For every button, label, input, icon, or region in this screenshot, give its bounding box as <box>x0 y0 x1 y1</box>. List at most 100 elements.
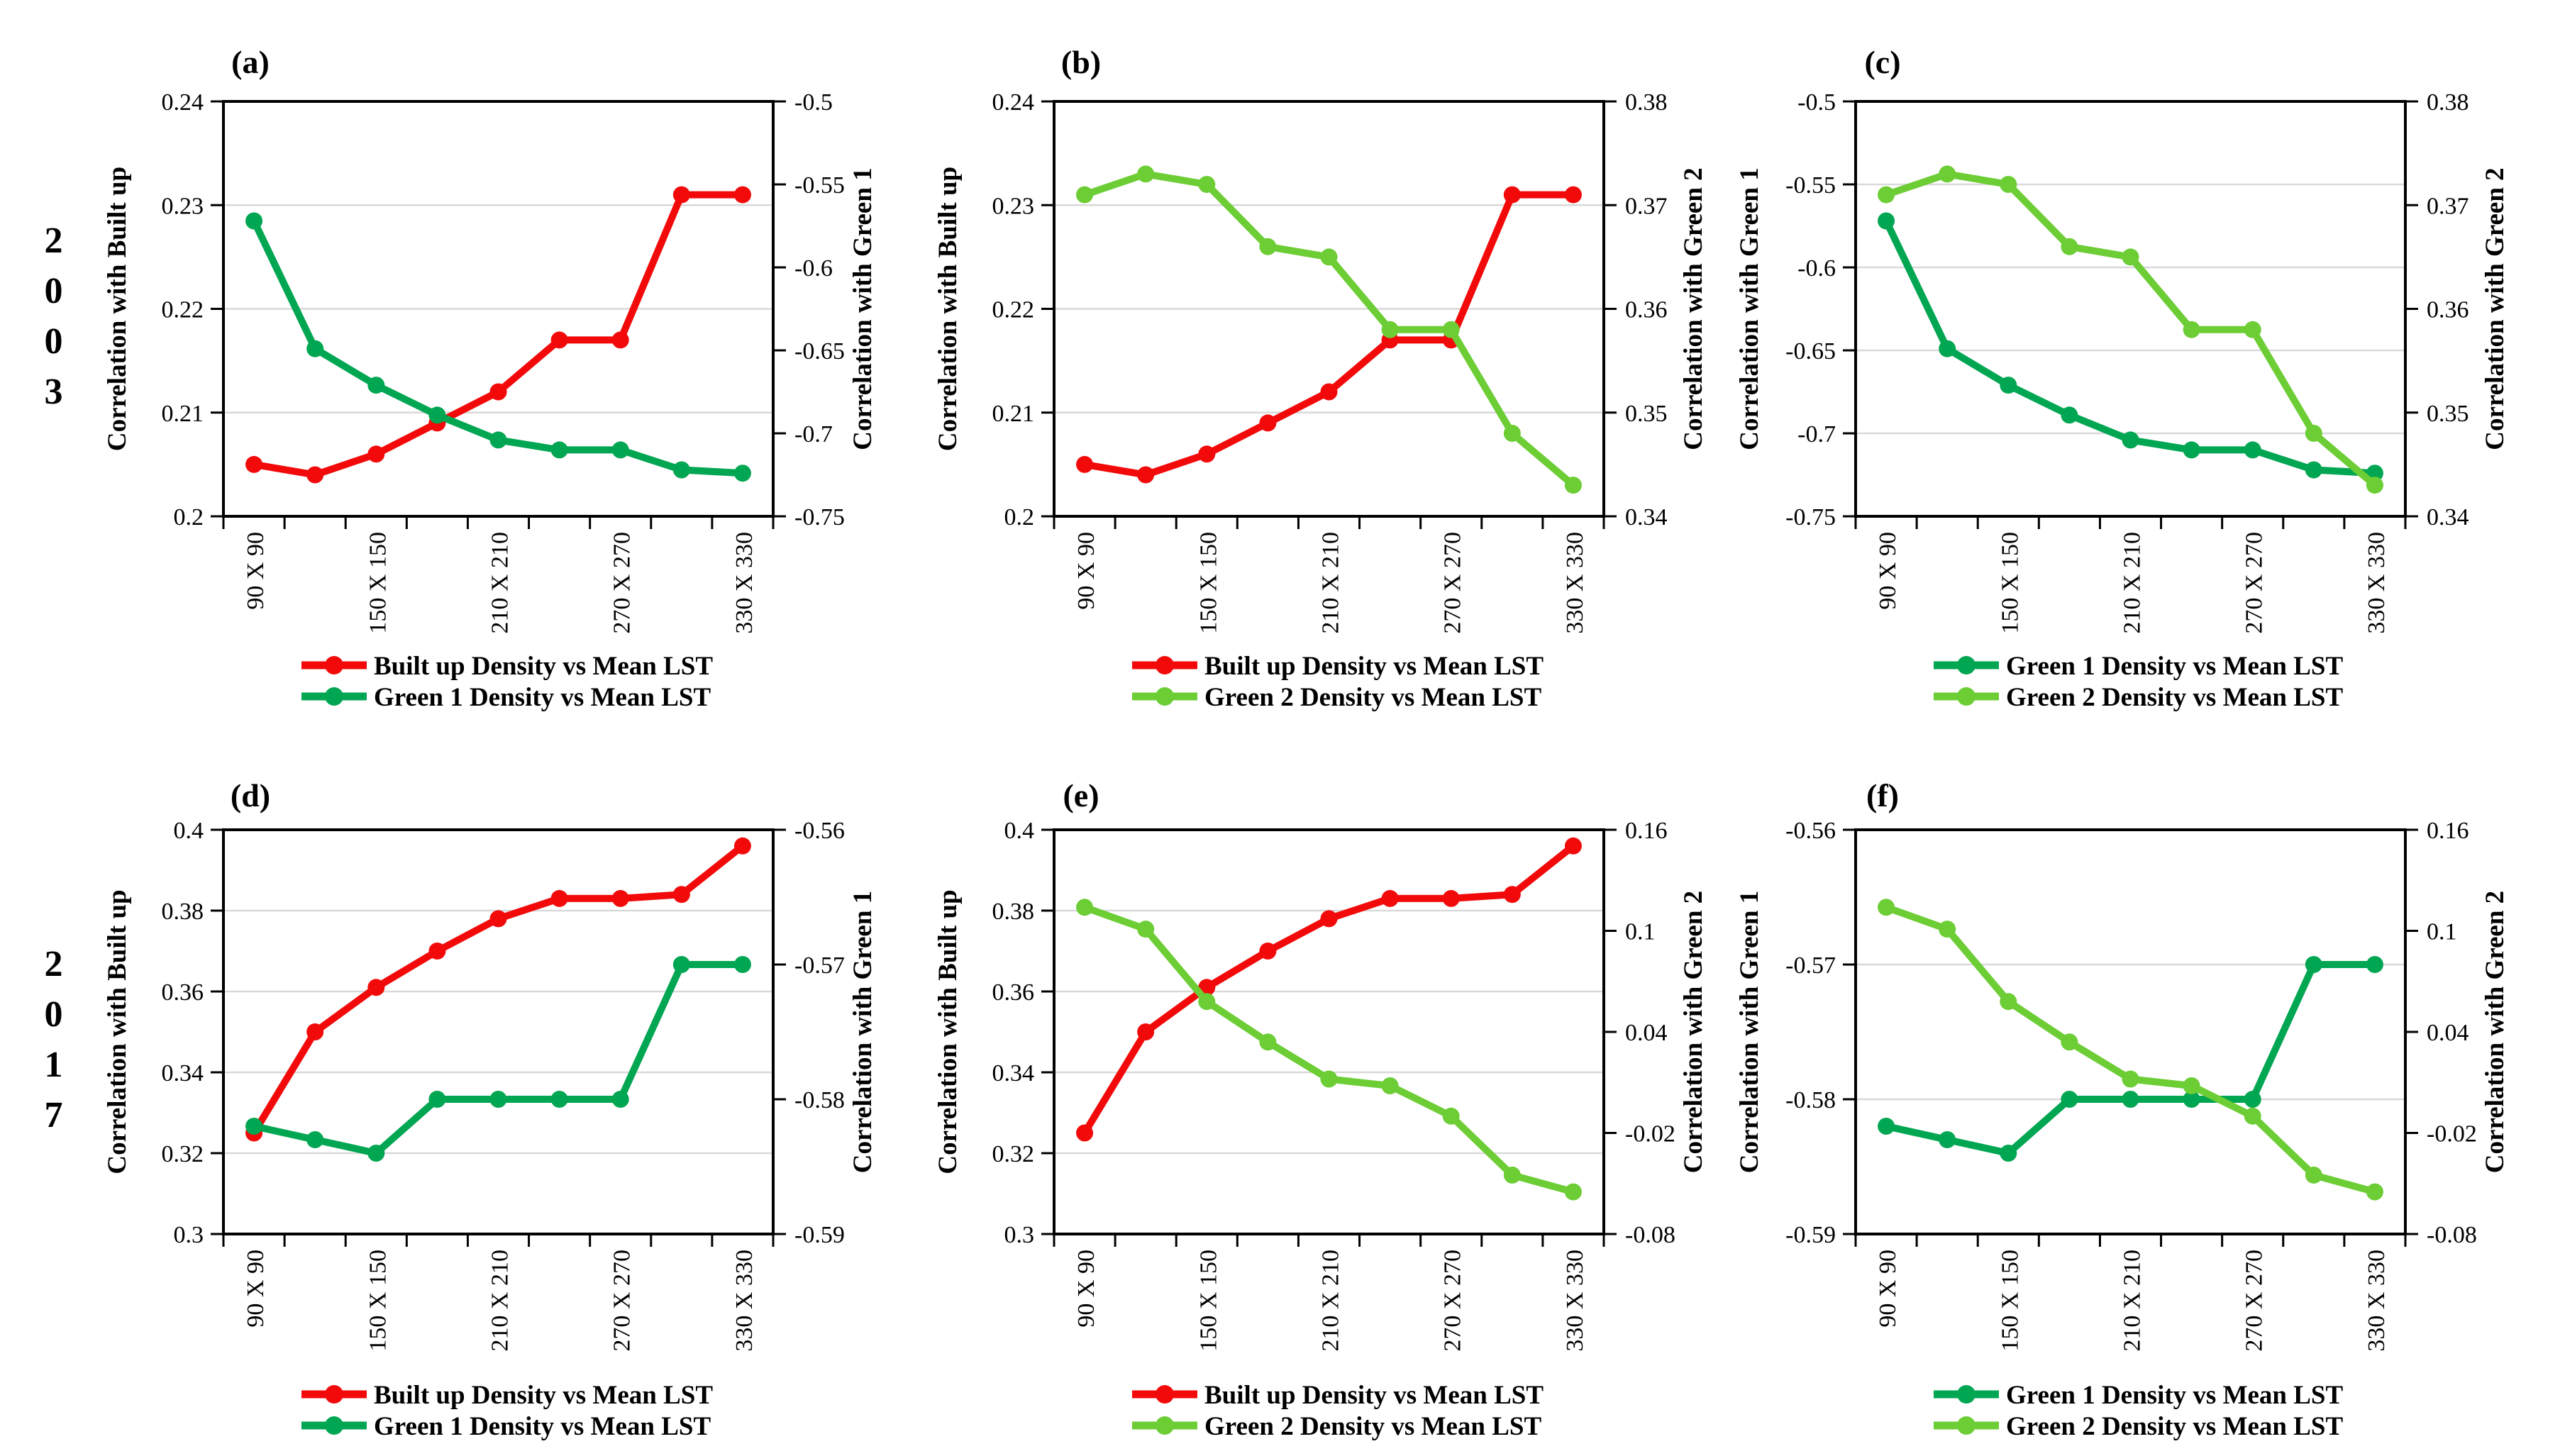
svg-text:0.1: 0.1 <box>2427 919 2457 945</box>
svg-text:Correlation with Green 2: Correlation with Green 2 <box>2481 167 2510 450</box>
svg-text:0.38: 0.38 <box>992 899 1035 925</box>
svg-text:0.22: 0.22 <box>162 297 204 323</box>
svg-text:-0.75: -0.75 <box>794 504 845 530</box>
svg-text:Green 2 Density vs Mean LST: Green 2 Density vs Mean LST <box>2006 683 2344 712</box>
svg-text:330 X 330: 330 X 330 <box>1562 1250 1588 1352</box>
svg-text:0.38: 0.38 <box>2427 89 2469 116</box>
svg-text:-0.02: -0.02 <box>1625 1121 1675 1147</box>
svg-text:-0.57: -0.57 <box>794 952 845 979</box>
svg-text:Correlation with Green 1: Correlation with Green 1 <box>848 891 877 1173</box>
svg-text:-0.5: -0.5 <box>1797 89 1836 116</box>
svg-text:-0.56: -0.56 <box>1785 818 1836 844</box>
svg-text:0.1: 0.1 <box>1625 919 1656 945</box>
svg-text:330 X 330: 330 X 330 <box>1562 532 1588 634</box>
svg-text:90 X 90: 90 X 90 <box>1073 1250 1099 1328</box>
svg-text:Built up Density vs Mean LST: Built up Density vs Mean LST <box>374 1381 713 1410</box>
svg-text:Green 1 Density vs Mean LST: Green 1 Density vs Mean LST <box>2006 652 2344 681</box>
svg-text:0.4: 0.4 <box>1004 818 1035 844</box>
svg-text:210 X 210: 210 X 210 <box>487 532 514 634</box>
svg-text:(f): (f) <box>1866 777 1899 813</box>
svg-text:-0.59: -0.59 <box>794 1222 845 1248</box>
svg-text:0.4: 0.4 <box>174 818 204 844</box>
chart-e: 0.3 0.32 0.34 0.36 0.38 0.4 0.16 0.1 0.04 -0.02 -0… <box>933 777 1708 1441</box>
svg-text:90 X 90: 90 X 90 <box>243 1250 269 1328</box>
svg-text:-0.55: -0.55 <box>794 172 845 199</box>
svg-text:Built up Density vs Mean LST: Built up Density vs Mean LST <box>374 652 713 681</box>
svg-text:150 X 150: 150 X 150 <box>1195 1250 1221 1352</box>
svg-text:0.35: 0.35 <box>2427 401 2469 427</box>
year-label-2003: 2003 <box>33 221 74 422</box>
svg-text:0.2: 0.2 <box>1004 504 1035 530</box>
svg-text:330 X 330: 330 X 330 <box>2364 532 2390 634</box>
svg-text:0.35: 0.35 <box>1625 401 1668 427</box>
chart-c: -0.5 -0.55 -0.6 -0.65 -0.7 -0.75 0.38 0.37 0.36 0… <box>1735 44 2510 712</box>
svg-text:150 X 150: 150 X 150 <box>1997 1250 2023 1352</box>
svg-text:330 X 330: 330 X 330 <box>2364 1250 2390 1352</box>
svg-text:0.36: 0.36 <box>2427 297 2469 323</box>
svg-text:150 X 150: 150 X 150 <box>1997 532 2023 634</box>
svg-text:0.34: 0.34 <box>162 1060 204 1087</box>
svg-text:Correlation with Built up: Correlation with Built up <box>103 889 132 1174</box>
svg-text:210 X 210: 210 X 210 <box>1318 1250 1344 1352</box>
svg-text:Correlation with Built up: Correlation with Built up <box>933 889 963 1174</box>
svg-text:210 X 210: 210 X 210 <box>1318 532 1344 634</box>
svg-text:(d): (d) <box>231 777 270 813</box>
svg-text:0.38: 0.38 <box>1625 89 1668 116</box>
svg-text:0.24: 0.24 <box>162 89 204 116</box>
svg-text:(e): (e) <box>1063 777 1099 813</box>
svg-text:-0.08: -0.08 <box>2427 1222 2477 1248</box>
svg-text:270 X 270: 270 X 270 <box>609 1250 636 1352</box>
svg-text:Correlation with Green 2: Correlation with Green 2 <box>1679 167 1708 450</box>
svg-text:0.37: 0.37 <box>1625 193 1668 219</box>
svg-text:270 X 270: 270 X 270 <box>2242 532 2268 634</box>
svg-text:Correlation with Built up: Correlation with Built up <box>103 167 132 451</box>
svg-text:0.34: 0.34 <box>992 1060 1035 1087</box>
svg-text:0.21: 0.21 <box>162 401 204 427</box>
svg-text:0.16: 0.16 <box>2427 818 2469 844</box>
svg-text:90 X 90: 90 X 90 <box>243 532 269 610</box>
svg-text:0.36: 0.36 <box>992 979 1035 1006</box>
svg-text:-0.59: -0.59 <box>1785 1222 1836 1248</box>
svg-text:0.32: 0.32 <box>162 1141 204 1167</box>
svg-text:-0.58: -0.58 <box>1785 1087 1836 1113</box>
svg-text:0.24: 0.24 <box>992 89 1035 116</box>
chart-b: 0.2 0.21 0.22 0.23 0.24 0.38 0.37 0.36 0.35 0.34 9… <box>933 44 1708 712</box>
svg-text:90 X 90: 90 X 90 <box>1073 532 1099 610</box>
svg-text:Green 2 Density vs Mean LST: Green 2 Density vs Mean LST <box>1204 683 1542 712</box>
svg-text:Correlation with Green 2: Correlation with Green 2 <box>2481 891 2510 1173</box>
svg-text:210 X 210: 210 X 210 <box>487 1250 514 1352</box>
svg-text:0.36: 0.36 <box>162 979 204 1006</box>
svg-text:0.04: 0.04 <box>1625 1020 1668 1046</box>
svg-text:-0.65: -0.65 <box>794 338 845 365</box>
svg-text:330 X 330: 330 X 330 <box>731 532 758 634</box>
chart-f: -0.56 -0.57 -0.58 -0.59 0.16 0.1 0.04 -0.02 -0.0… <box>1735 777 2510 1441</box>
svg-text:270 X 270: 270 X 270 <box>1440 1250 1466 1352</box>
svg-text:0.32: 0.32 <box>992 1141 1035 1167</box>
svg-text:(c): (c) <box>1864 44 1900 80</box>
svg-text:90 X 90: 90 X 90 <box>1875 532 1901 610</box>
svg-text:-0.02: -0.02 <box>2427 1121 2477 1147</box>
svg-text:0.36: 0.36 <box>1625 297 1668 323</box>
svg-text:Correlation with Green 1: Correlation with Green 1 <box>1735 891 1764 1173</box>
svg-text:0.16: 0.16 <box>1625 818 1668 844</box>
svg-text:-0.7: -0.7 <box>794 421 833 448</box>
svg-text:-0.58: -0.58 <box>794 1087 845 1113</box>
svg-text:0.34: 0.34 <box>1625 504 1668 530</box>
svg-text:0.37: 0.37 <box>2427 193 2469 219</box>
svg-text:0.04: 0.04 <box>2427 1020 2469 1046</box>
svg-text:-0.75: -0.75 <box>1785 504 1836 530</box>
svg-text:210 X 210: 210 X 210 <box>2120 532 2146 634</box>
svg-text:-0.65: -0.65 <box>1785 338 1836 365</box>
svg-text:0.3: 0.3 <box>174 1222 204 1248</box>
svg-text:90 X 90: 90 X 90 <box>1875 1250 1901 1328</box>
svg-text:330 X 330: 330 X 330 <box>731 1250 758 1352</box>
svg-text:Green 2 Density vs Mean LST: Green 2 Density vs Mean LST <box>1204 1412 1542 1441</box>
svg-text:150 X 150: 150 X 150 <box>365 1250 391 1352</box>
svg-text:0.3: 0.3 <box>1004 1222 1035 1248</box>
svg-text:-0.6: -0.6 <box>794 255 833 282</box>
svg-text:0.21: 0.21 <box>992 401 1035 427</box>
svg-text:0.23: 0.23 <box>992 193 1035 219</box>
svg-text:Green 1 Density vs Mean LST: Green 1 Density vs Mean LST <box>2006 1381 2344 1410</box>
svg-text:-0.55: -0.55 <box>1785 172 1836 199</box>
